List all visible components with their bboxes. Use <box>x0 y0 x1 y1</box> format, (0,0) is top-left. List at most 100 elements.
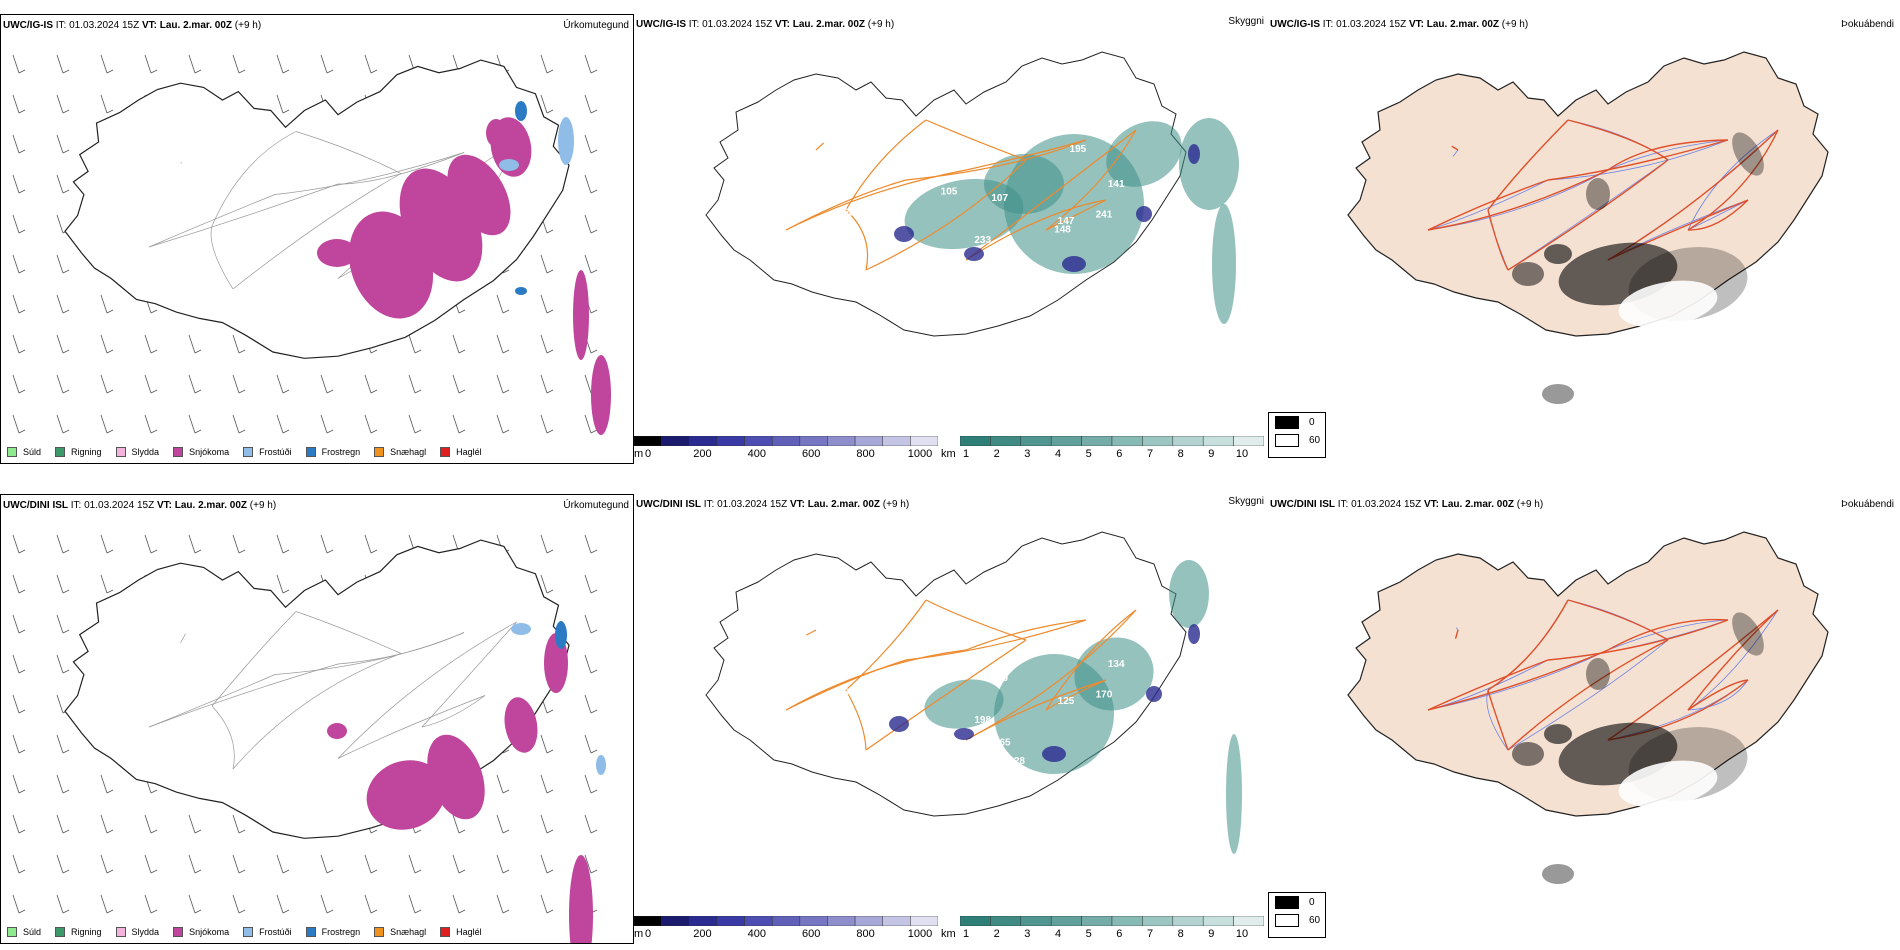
wind-barb <box>496 334 504 354</box>
wind-barb-feather <box>62 109 70 114</box>
wind-barb <box>540 854 548 874</box>
wind-barb <box>452 334 460 354</box>
cloud-base-label: 240 <box>880 681 897 692</box>
frost-area <box>499 159 519 171</box>
wind-barb-feather <box>106 389 114 394</box>
variable-name: Þokuábendi <box>1841 19 1894 30</box>
wind-barb-feather <box>282 69 290 74</box>
visibility-area <box>1106 121 1182 187</box>
wind-barb <box>56 214 64 234</box>
visibility-area <box>1074 637 1154 711</box>
scale-tick-label: 800 <box>856 448 875 460</box>
wind-barb <box>276 534 284 554</box>
elevation-scale: 0 200 400 600 800 1000 <box>634 916 938 944</box>
wind-barb <box>56 374 64 394</box>
glacier-area <box>1618 280 1718 328</box>
wind-barb <box>584 814 592 834</box>
ramp-cell <box>882 916 911 926</box>
wind-barb-feather <box>546 829 554 834</box>
wind-barb-feather <box>18 549 26 554</box>
wind-barb-feather <box>62 789 70 794</box>
wind-barb <box>56 694 64 714</box>
wind-barb-feather <box>150 869 158 874</box>
ramp-cell <box>1142 916 1174 926</box>
scale-tick-label: 0 <box>644 928 652 940</box>
elevation-unit: m <box>634 448 644 460</box>
panel-title: UWC/DINI ISL IT: 01.03.2024 15Z VT: Lau.… <box>1270 499 1544 510</box>
wind-barb-feather <box>238 869 246 874</box>
cloud-base-label: 312 <box>1008 276 1025 287</box>
scale-tick-label: 1000 <box>907 928 933 940</box>
wind-barb-feather <box>194 909 202 914</box>
wind-barb-feather <box>326 429 334 434</box>
wind-barb-feather <box>458 309 466 314</box>
ramp-cell <box>827 916 856 926</box>
wind-barb-feather <box>546 309 554 314</box>
wind-barb-feather <box>194 69 202 74</box>
scale-tick-label: 10 <box>1235 928 1249 940</box>
wind-barb-feather <box>590 789 598 794</box>
coastline <box>1347 51 1829 337</box>
wind-barb <box>232 854 240 874</box>
wind-barb-feather <box>502 869 510 874</box>
wind-barb-feather <box>282 549 290 554</box>
road-line <box>865 639 1027 751</box>
cloud-panel-row2: UWC/DINI ISL IT: 01.03.2024 15Z VT: Lau.… <box>634 494 1268 944</box>
road-line <box>965 139 1087 171</box>
road-line <box>1567 599 1669 641</box>
road-line <box>905 139 1087 181</box>
legend-item: Frostúði <box>243 927 292 937</box>
wind-barb-feather <box>18 869 26 874</box>
scale-tick-label: 8 <box>1177 448 1184 460</box>
road-line <box>1045 609 1137 711</box>
ramp-cell <box>854 916 883 926</box>
scale-tick-label: 9 <box>1208 448 1215 460</box>
wind-barb-feather <box>150 69 158 74</box>
road-line <box>1427 169 1609 231</box>
scale-tick-label: 3 <box>1024 928 1031 940</box>
wind-barb <box>12 94 20 114</box>
scale-tick-label: 2 <box>993 448 1000 460</box>
wind-barb-feather <box>18 629 26 634</box>
wind-barb-feather <box>62 549 70 554</box>
ramp-cell <box>716 436 745 446</box>
wind-barb <box>188 814 196 834</box>
wind-barb <box>144 54 152 74</box>
wind-barb <box>56 134 64 154</box>
road-line <box>148 183 339 248</box>
road-line <box>295 131 402 174</box>
frost-area <box>515 101 527 121</box>
visibility-area <box>984 154 1064 214</box>
ramp-cell <box>960 916 991 926</box>
wind-barb-feather <box>238 549 246 554</box>
variable-name: Þokuábendi <box>1841 499 1894 510</box>
wind-barb <box>100 534 108 554</box>
road-line <box>210 225 234 290</box>
wind-barb <box>56 654 64 674</box>
cloud-base-label: 196 <box>1186 743 1203 754</box>
legend-swatch <box>440 927 451 937</box>
wind-barb-feather <box>194 349 202 354</box>
wind-barb-feather <box>546 429 554 434</box>
wind-barb <box>320 374 328 394</box>
high-terrain <box>1136 206 1152 222</box>
fog-area <box>1586 658 1610 690</box>
wind-barb <box>496 374 504 394</box>
precip-map <box>12 54 611 435</box>
wind-barb <box>584 374 592 394</box>
ramp-cell <box>990 916 1022 926</box>
wind-barb-feather <box>590 549 598 554</box>
wind-barb <box>100 54 108 74</box>
wind-barb <box>100 334 108 354</box>
road-line <box>806 629 817 636</box>
wind-barb <box>188 534 196 554</box>
wind-barb <box>56 894 64 914</box>
frost-area <box>515 287 527 295</box>
ramp-cell <box>771 436 801 446</box>
road-line <box>232 173 402 290</box>
scale-tick-label: 4 <box>1054 448 1062 460</box>
visibility-area <box>1169 560 1209 628</box>
fog-map <box>1347 51 1829 404</box>
wind-barb <box>408 894 416 914</box>
road-line <box>845 599 927 691</box>
